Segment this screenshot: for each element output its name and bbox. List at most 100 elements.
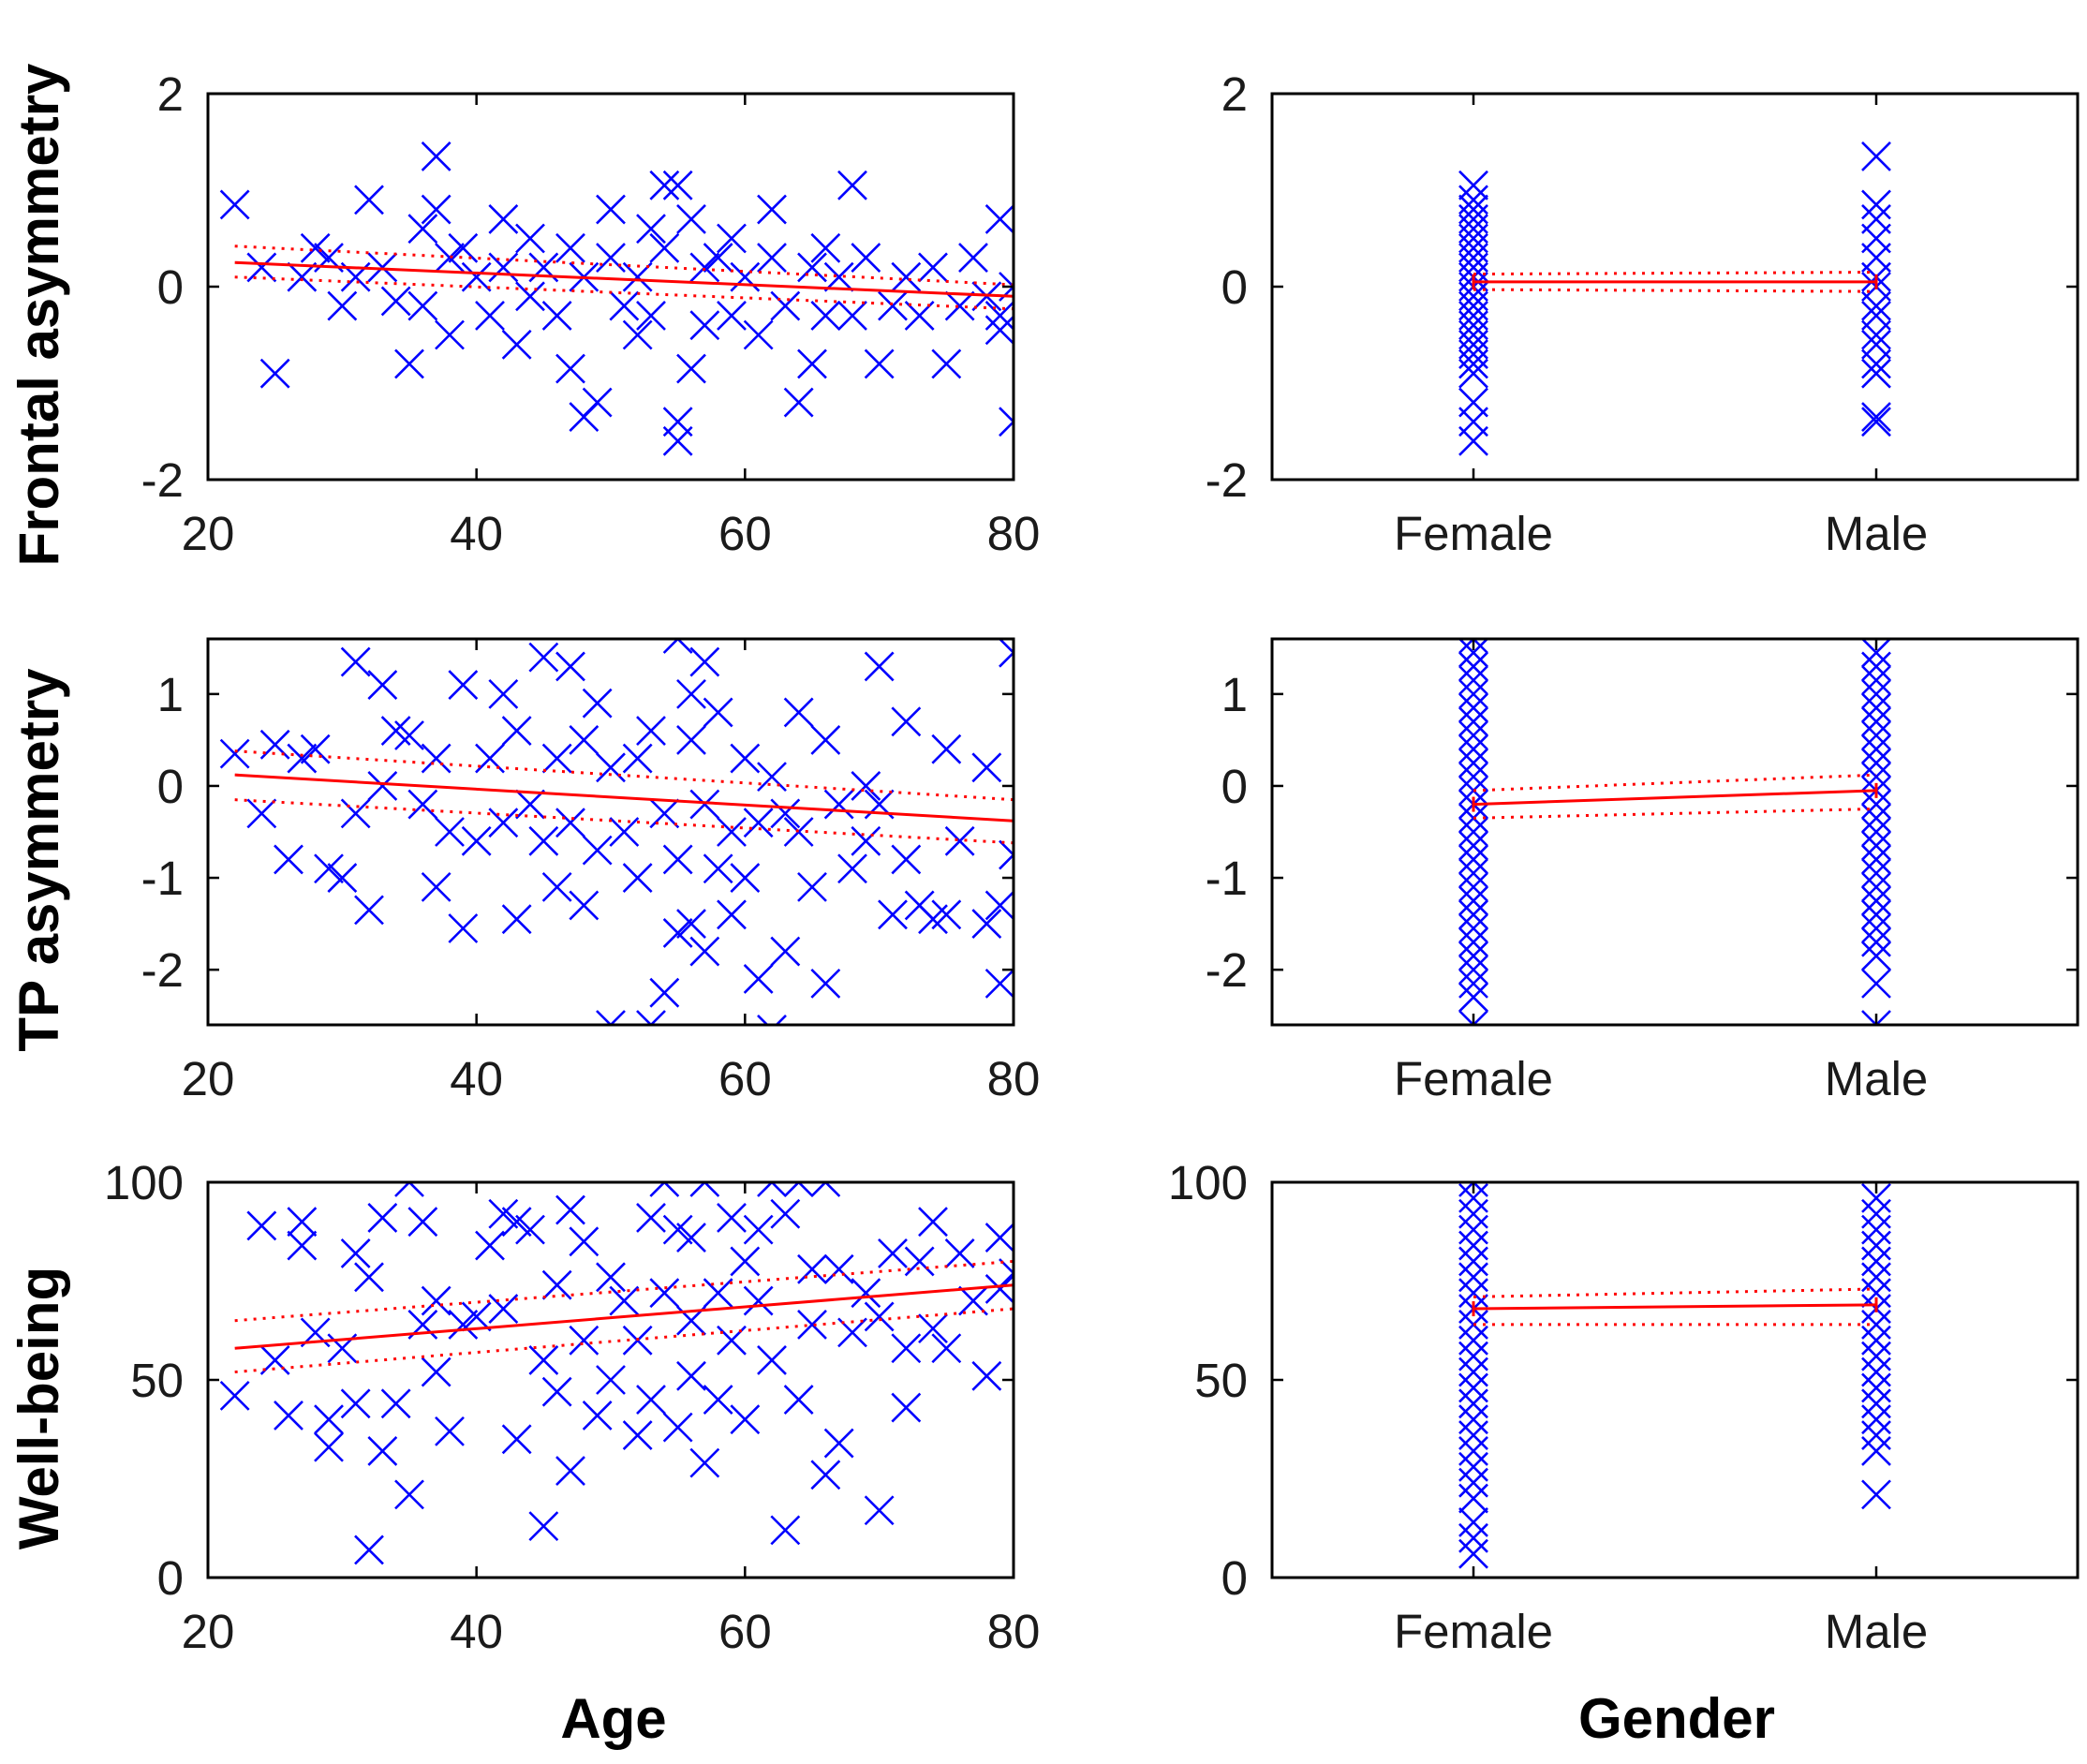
data-point	[757, 243, 787, 274]
data-point	[555, 1456, 585, 1486]
data-point	[904, 1246, 935, 1277]
data-point	[488, 1198, 519, 1229]
data-point	[461, 261, 492, 292]
y-tick-label: 0	[157, 760, 184, 813]
data-point	[394, 720, 424, 750]
data-point	[1861, 1262, 1891, 1293]
y-tick-label: 1	[157, 668, 184, 721]
data-point	[797, 1310, 827, 1340]
data-point	[662, 1412, 693, 1443]
data-point	[891, 844, 922, 875]
data-point	[287, 1207, 318, 1238]
data-point	[1458, 982, 1488, 1013]
y-tick-label: -2	[141, 943, 184, 997]
data-point	[501, 904, 532, 935]
data-point	[1861, 1182, 1891, 1213]
data-point	[488, 678, 519, 709]
ci-lower-line	[1473, 288, 1877, 293]
data-point	[743, 808, 774, 838]
data-point	[649, 232, 680, 263]
data-point	[435, 817, 465, 847]
data-point	[541, 1269, 572, 1300]
data-point	[918, 1313, 948, 1344]
data-point	[757, 762, 787, 793]
data-point	[958, 243, 988, 274]
data-point	[851, 771, 881, 801]
data-point	[501, 1424, 532, 1455]
data-point	[354, 1534, 384, 1565]
data-point	[717, 223, 747, 254]
fit-line	[234, 260, 1014, 298]
data-point	[823, 789, 854, 820]
data-point	[944, 290, 975, 321]
data-point	[1861, 706, 1891, 737]
data-point	[971, 752, 1002, 783]
data-point	[1861, 803, 1891, 834]
data-point	[757, 1344, 787, 1375]
data-point	[1458, 844, 1488, 875]
x-tick-label: 60	[718, 1052, 772, 1105]
data-point	[1861, 941, 1891, 971]
data-point	[931, 348, 962, 379]
data-point	[703, 243, 733, 274]
data-point	[676, 678, 706, 709]
data-point	[501, 716, 532, 747]
data-point	[931, 734, 962, 764]
data-point	[743, 319, 774, 350]
data-point	[421, 1356, 451, 1387]
data-point	[662, 917, 693, 948]
data-point	[448, 670, 479, 700]
data-point	[246, 252, 277, 283]
data-point	[649, 170, 680, 200]
data-point	[1861, 319, 1891, 350]
axes-frame	[206, 637, 1015, 1027]
x-tick-label: 40	[450, 1605, 503, 1658]
data-point	[569, 724, 599, 755]
data-point	[1861, 692, 1891, 723]
data-point	[918, 1207, 948, 1238]
data-point	[501, 1207, 532, 1238]
x-tick-label: Male	[1825, 1605, 1929, 1658]
data-point	[743, 1285, 774, 1316]
data-point	[461, 825, 492, 856]
data-point	[1861, 1214, 1891, 1245]
data-point	[407, 789, 438, 820]
data-point	[622, 863, 653, 893]
plot-area	[219, 141, 1014, 456]
data-point	[757, 1182, 787, 1197]
data-point	[1861, 817, 1891, 847]
data-point	[864, 1495, 895, 1526]
data-point	[1861, 639, 1891, 668]
data-point	[1861, 1325, 1891, 1356]
data-point	[931, 899, 962, 930]
data-point	[810, 232, 841, 263]
data-point	[783, 387, 814, 418]
data-point	[1861, 1356, 1891, 1387]
data-point	[891, 706, 922, 737]
data-point	[1861, 1310, 1891, 1340]
data-point	[1861, 189, 1891, 220]
panel-frontal_gender: -2 0 2 Female Male	[1206, 67, 2080, 560]
data-point	[380, 1388, 411, 1419]
data-point	[864, 348, 895, 379]
data-point	[984, 315, 1014, 346]
data-point	[300, 232, 331, 263]
y-tick-label: 100	[1168, 1156, 1248, 1209]
data-point	[528, 642, 559, 673]
data-point	[259, 729, 290, 760]
data-point	[367, 670, 398, 700]
data-point	[501, 329, 532, 360]
data-point	[1458, 1278, 1488, 1309]
data-point	[891, 1333, 922, 1364]
x-tick-label: 20	[182, 1052, 235, 1105]
data-point	[394, 348, 424, 379]
data-point	[1861, 748, 1891, 778]
data-point	[488, 252, 519, 283]
data-point	[689, 646, 720, 677]
data-point	[1458, 678, 1488, 709]
data-point	[730, 261, 761, 292]
data-point	[541, 300, 572, 331]
data-point	[515, 223, 545, 254]
data-point	[1458, 858, 1488, 889]
